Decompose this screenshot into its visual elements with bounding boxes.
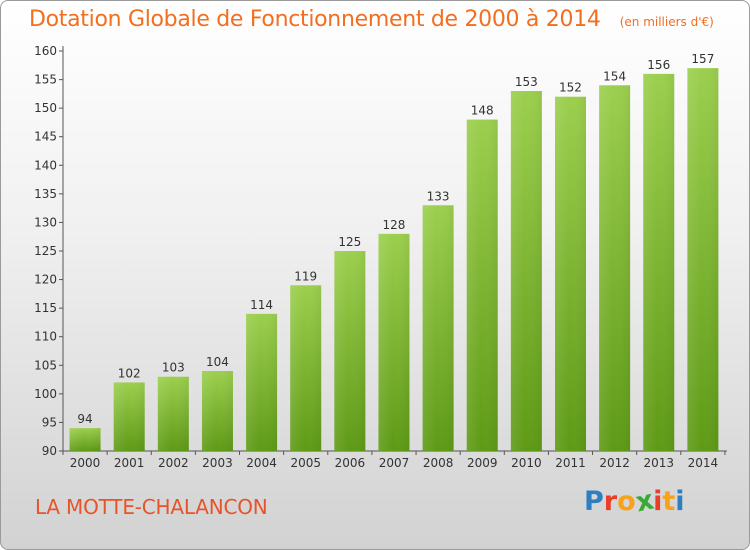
y-tick-label: 100 bbox=[34, 387, 57, 401]
value-label: 153 bbox=[515, 75, 538, 89]
x-tick-label: 2014 bbox=[688, 456, 719, 470]
value-label: 102 bbox=[118, 366, 141, 380]
x-tick-label: 2007 bbox=[379, 456, 410, 470]
value-label: 152 bbox=[559, 81, 582, 95]
axes: 90 95 100 105 110 115 120 125 130 135 140 145 150 155… bbox=[34, 44, 727, 458]
x-tick-label: 2000 bbox=[70, 456, 101, 470]
bar-sheen bbox=[378, 233, 410, 451]
bar-sheen bbox=[466, 119, 498, 452]
logo-letter: r bbox=[603, 486, 618, 517]
y-tick-label: 140 bbox=[34, 158, 57, 172]
bar-sheen bbox=[599, 85, 631, 452]
proxiti-logo: Proxiti bbox=[584, 485, 685, 519]
x-tick-label: 2002 bbox=[158, 456, 189, 470]
x-tick-label: 2011 bbox=[555, 456, 586, 470]
y-tick-label: 125 bbox=[34, 244, 57, 258]
bar-sheen bbox=[643, 73, 675, 451]
y-tick-label: 95 bbox=[42, 415, 57, 429]
bar-sheen bbox=[246, 313, 278, 451]
bar-sheen bbox=[290, 285, 322, 451]
bar-sheen bbox=[334, 251, 366, 451]
bar-sheen bbox=[422, 205, 454, 451]
value-label: 119 bbox=[294, 269, 317, 283]
x-tick-label: 2008 bbox=[423, 456, 454, 470]
y-tick-label: 135 bbox=[34, 187, 57, 201]
bar-sheen bbox=[687, 68, 719, 452]
y-tick-label: 90 bbox=[42, 444, 57, 458]
x-tick-label: 2009 bbox=[467, 456, 498, 470]
value-label: 148 bbox=[471, 104, 494, 118]
logo-letter: t bbox=[662, 486, 676, 517]
value-label: 154 bbox=[603, 69, 626, 83]
value-label: 103 bbox=[162, 361, 185, 375]
value-label: 157 bbox=[691, 52, 714, 66]
y-tick-label: 145 bbox=[34, 130, 57, 144]
chart-unit: (en milliers d'€) bbox=[619, 15, 714, 29]
y-tick-label: 160 bbox=[34, 44, 57, 58]
x-tick-label: 2005 bbox=[290, 456, 321, 470]
bar-sheen bbox=[554, 96, 586, 451]
logo-letter: P bbox=[584, 486, 604, 517]
x-tick-label: 2001 bbox=[114, 456, 145, 470]
bar-sheen bbox=[69, 428, 101, 451]
bar-sheen bbox=[510, 91, 542, 451]
y-tick-label: 120 bbox=[34, 273, 57, 287]
x-tick-label: 2010 bbox=[511, 456, 542, 470]
value-label: 128 bbox=[383, 218, 406, 232]
y-tick-label: 150 bbox=[34, 101, 57, 115]
value-label: 156 bbox=[647, 58, 670, 72]
x-tick-label: 2003 bbox=[202, 456, 233, 470]
y-tick-label: 115 bbox=[34, 301, 57, 315]
y-tick-label: 130 bbox=[34, 215, 57, 229]
bar-sheen bbox=[157, 376, 189, 451]
title-row: Dotation Globale de Fonctionnement de 20… bbox=[29, 7, 714, 32]
logo-letter: i bbox=[653, 486, 663, 517]
y-tick-label: 155 bbox=[34, 73, 57, 87]
bar-sheen bbox=[113, 382, 145, 451]
bar-sheen bbox=[201, 371, 233, 451]
chart-title: Dotation Globale de Fonctionnement de 20… bbox=[29, 7, 601, 32]
value-label: 94 bbox=[77, 412, 92, 426]
x-tick-label: 2012 bbox=[599, 456, 630, 470]
y-tick-label: 110 bbox=[34, 330, 57, 344]
value-label: 104 bbox=[206, 355, 229, 369]
logo-letter: i bbox=[675, 486, 685, 517]
x-tick-label: 2004 bbox=[246, 456, 277, 470]
bars bbox=[69, 68, 719, 452]
x-tick-label: 2013 bbox=[643, 456, 674, 470]
y-tick-label: 105 bbox=[34, 358, 57, 372]
logo-letter: o bbox=[617, 486, 636, 517]
commune-name: LA MOTTE-CHALANCON bbox=[35, 495, 268, 519]
value-labels: 94 2000 102 2001 103 2002 104 2003 114 2004 119 200… bbox=[70, 52, 718, 470]
value-label: 125 bbox=[338, 235, 361, 249]
value-label: 114 bbox=[250, 298, 273, 312]
x-tick-label: 2006 bbox=[335, 456, 366, 470]
value-label: 133 bbox=[427, 189, 450, 203]
